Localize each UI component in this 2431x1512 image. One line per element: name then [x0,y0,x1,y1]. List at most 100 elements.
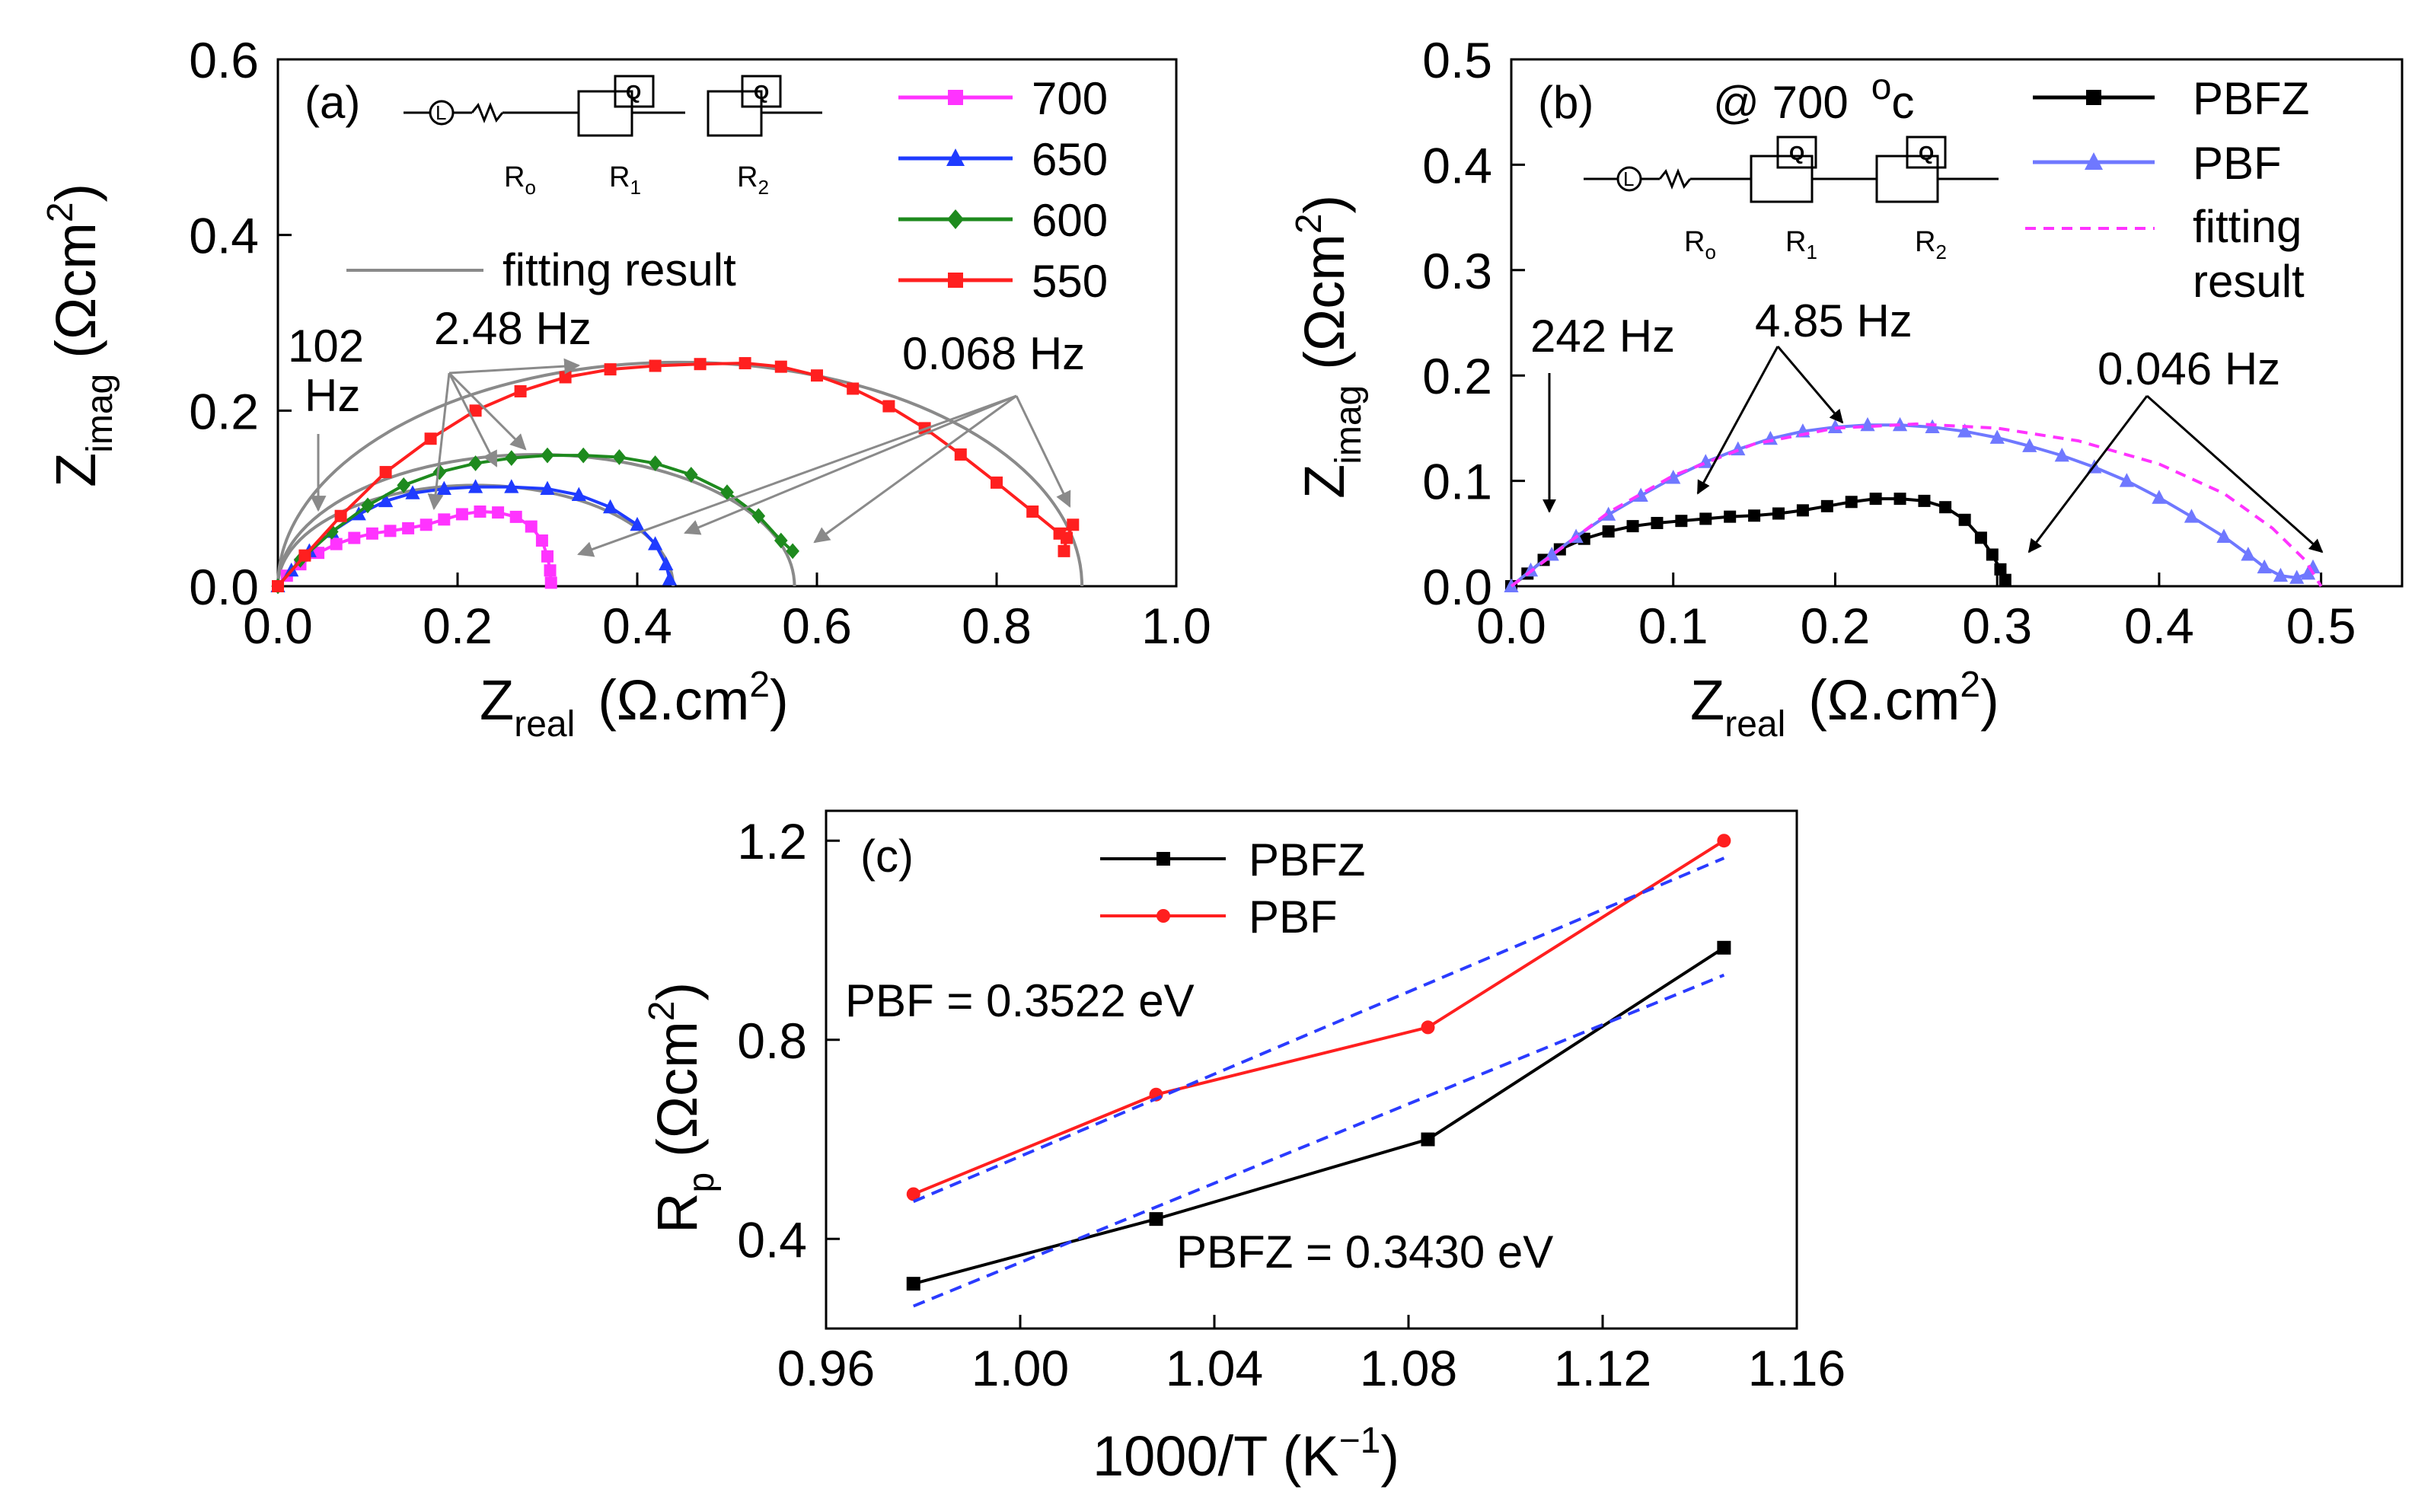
panel-b-ann-485-arrow1 [1696,346,1779,495]
y-tick-label: 0.3 [1422,243,1492,299]
legend-label-700: 700 [1032,73,1108,124]
panel-c-series [906,834,1731,1308]
point-700-11 [455,508,468,521]
panel-b-ylabel: Zimag(Ωcm2) [1289,195,1369,499]
point-PBF-17 [2022,438,2037,452]
point-550-21 [1067,518,1080,531]
legend-marker-700 [948,90,963,105]
x-tick-label: 0.2 [423,598,493,654]
point-700-7 [384,525,397,537]
point-650-15 [659,556,674,571]
point-PBFZ-19 [1939,501,1952,514]
legend-marker-600 [947,209,964,229]
point-600-13 [720,484,734,500]
point-700-19 [544,576,557,589]
legend-label-600: 600 [1032,195,1108,246]
panel-c-ylabel: Rp(Ωcm2) [642,982,722,1233]
point-550-7 [559,371,572,384]
point-550-5 [469,404,482,417]
series-line-PBF [912,839,1725,1196]
point-PBF-4 [1601,506,1616,521]
panel-b-ann-485-arrow2 [1776,346,1844,424]
x-tick-label: 0.8 [962,598,1032,654]
point-550-13 [811,369,823,382]
panel-a-fit-legend-label: fitting result [502,244,736,295]
point-PBF-5 [1633,487,1648,502]
point-550-0 [272,580,284,592]
panel-a-circuit-r0: Ro [504,161,536,199]
point-600-6 [468,455,483,471]
point-PBFZ-21 [1974,531,1987,544]
series-line-fitting result [1510,422,2323,588]
point-600-8 [541,447,554,464]
point-550-10 [694,358,707,371]
point-PBFZ-15 [1845,496,1858,509]
point-PBFZ-22 [1986,548,1999,561]
point-550-12 [774,360,787,373]
y-tick-label: 0.4 [737,1211,807,1268]
legend-label-PBFZ: PBFZ [1249,834,1365,885]
panel-b-series [1504,416,2323,592]
point-600-10 [612,449,627,465]
point-550-1 [298,549,311,562]
x-tick-label: 0.2 [1801,598,1871,654]
panel-b-circuit-r0: Ro [1684,226,1716,263]
point-550-4 [424,432,437,445]
point-550-2 [334,509,347,522]
point-PBF-18 [2054,447,2069,462]
panel-b-temp: @ 700 oc [1713,67,1914,128]
panel-b-ann-0046-arrow1 [2027,395,2149,553]
point-650-6 [405,485,420,499]
point-PBF-15 [1957,423,1973,438]
point-PBFZ-13 [1796,504,1809,517]
point-PBF-11 [1827,419,1843,434]
panel-b-circuit-q2: Q [1919,142,1934,164]
x-tick-label: 0.1 [1638,598,1708,654]
legend-marker-650 [946,148,965,166]
panel-b-frame [1510,58,2404,588]
series-line-PBF fit [912,856,1725,1204]
panel-a-circuit-r1: R1 [609,161,641,199]
point-600-5 [432,464,447,480]
point-PBF-27 [2289,569,2305,584]
panel-b-circuit-q1: Q [1789,142,1804,164]
point-650-13 [630,516,645,531]
x-tick-label: 0.4 [602,598,672,654]
x-tick-label: 1.08 [1360,1340,1457,1396]
fit-arc-0 [276,360,1084,587]
x-tick-label: 1.16 [1748,1340,1846,1396]
point-600-9 [576,447,590,464]
y-tick-label: 0.0 [189,559,259,615]
point-PBF-3 [1717,834,1731,848]
legend-label-PBF: PBF [1249,892,1338,943]
y-tick-label: 1.2 [737,813,807,869]
legend-marker-550 [948,273,963,288]
point-600-11 [648,455,662,471]
point-PBFZ-3 [1717,940,1731,955]
panel-c-ticks: 0.96 1.00 1.04 1.08 1.12 1.16 0.4 0.8 1.2 [737,813,1846,1396]
point-700-5 [348,531,361,544]
panel-b-label: (b) [1538,77,1594,128]
panel-b-fit-legend-label-2: result [2193,256,2305,307]
point-PBFZ-18 [1918,494,1931,507]
point-PBFZ-5 [1602,525,1615,538]
panel-a-label: (a) [305,77,360,128]
point-650-12 [603,499,618,514]
point-PBF-16 [1989,429,2005,444]
panel-a-ann-hz: Hz [305,370,360,421]
panel-a-circuit-q2: Q [754,81,769,104]
point-PBFZ-10 [1724,510,1737,523]
point-700-12 [474,505,487,518]
point-PBF-20 [2119,473,2134,487]
panel-c-ea-pbf: PBF = 0.3522 eV [845,975,1195,1026]
point-600-4 [397,477,410,493]
point-650-8 [468,479,483,493]
point-PBF-22 [2184,509,2200,523]
point-700-16 [535,534,548,547]
panel-b-fit-legend-label-1: fitting [2193,201,2302,252]
panel-a-ann-0068: 0.068 Hz [902,328,1085,379]
point-650-14 [648,536,663,550]
point-700-18 [544,564,557,577]
point-700-15 [525,520,538,533]
